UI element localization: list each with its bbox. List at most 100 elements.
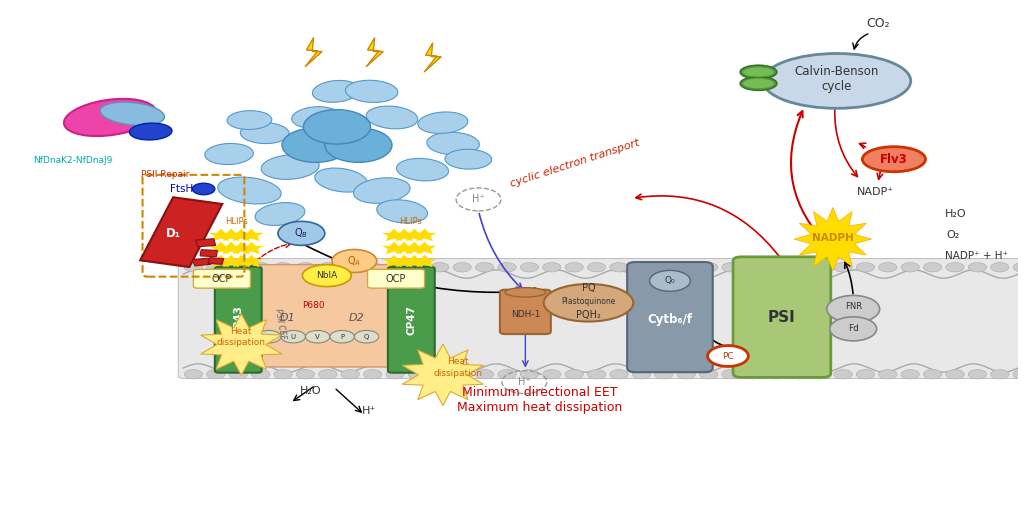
- Text: Cytb₆/f: Cytb₆/f: [647, 313, 692, 326]
- Text: Heat: Heat: [447, 357, 469, 366]
- Circle shape: [610, 263, 628, 272]
- Polygon shape: [392, 229, 417, 241]
- Ellipse shape: [862, 147, 926, 172]
- Circle shape: [207, 263, 225, 272]
- Ellipse shape: [396, 158, 449, 181]
- FancyBboxPatch shape: [215, 267, 262, 373]
- Polygon shape: [201, 314, 282, 375]
- Text: H⁺: H⁺: [361, 406, 376, 417]
- Polygon shape: [413, 229, 437, 241]
- Polygon shape: [209, 229, 233, 241]
- Circle shape: [431, 263, 449, 272]
- Text: PQH₂: PQH₂: [577, 310, 601, 321]
- Text: P680: P680: [302, 301, 325, 310]
- Bar: [208, 258, 223, 264]
- Text: H⁺: H⁺: [518, 377, 530, 387]
- Circle shape: [341, 370, 359, 379]
- Circle shape: [341, 263, 359, 272]
- Circle shape: [282, 128, 349, 162]
- Text: dissipation: dissipation: [433, 369, 482, 378]
- Ellipse shape: [227, 111, 271, 129]
- Polygon shape: [240, 229, 264, 241]
- Ellipse shape: [261, 155, 319, 180]
- Text: H₂O: H₂O: [945, 209, 967, 219]
- Circle shape: [354, 330, 379, 343]
- Circle shape: [901, 370, 920, 379]
- Text: O: O: [266, 334, 271, 340]
- Text: OCP: OCP: [386, 274, 407, 284]
- Circle shape: [409, 370, 427, 379]
- Circle shape: [1013, 263, 1024, 272]
- Circle shape: [879, 370, 897, 379]
- Circle shape: [498, 370, 516, 379]
- Text: Heat: Heat: [230, 327, 252, 336]
- Text: HLIPs: HLIPs: [399, 217, 422, 227]
- Ellipse shape: [302, 265, 351, 287]
- Circle shape: [475, 370, 494, 379]
- Polygon shape: [305, 38, 323, 67]
- Circle shape: [924, 370, 942, 379]
- Polygon shape: [382, 229, 407, 241]
- Text: Q$_B$: Q$_B$: [294, 227, 308, 240]
- Text: Calvin-Benson
cycle: Calvin-Benson cycle: [795, 65, 879, 93]
- Text: V: V: [315, 334, 321, 340]
- Polygon shape: [209, 255, 233, 267]
- Circle shape: [826, 295, 880, 323]
- Circle shape: [699, 263, 718, 272]
- Circle shape: [744, 263, 763, 272]
- Circle shape: [273, 263, 292, 272]
- Circle shape: [229, 370, 248, 379]
- Ellipse shape: [129, 123, 172, 140]
- Circle shape: [969, 370, 986, 379]
- Ellipse shape: [505, 288, 546, 297]
- Ellipse shape: [218, 177, 282, 204]
- Circle shape: [744, 370, 763, 379]
- Text: NbIA: NbIA: [316, 271, 338, 280]
- Polygon shape: [240, 242, 264, 254]
- Circle shape: [543, 370, 561, 379]
- Ellipse shape: [544, 284, 633, 322]
- Ellipse shape: [743, 67, 774, 77]
- Text: U: U: [291, 334, 296, 340]
- Text: CO₂: CO₂: [866, 17, 890, 30]
- Circle shape: [677, 263, 695, 272]
- Ellipse shape: [63, 99, 156, 136]
- Ellipse shape: [353, 178, 410, 203]
- Circle shape: [990, 370, 1009, 379]
- Circle shape: [207, 370, 225, 379]
- Circle shape: [565, 263, 584, 272]
- FancyBboxPatch shape: [178, 258, 1023, 378]
- Circle shape: [252, 263, 269, 272]
- Circle shape: [856, 370, 874, 379]
- Text: PSII Repair: PSII Repair: [140, 170, 189, 180]
- Ellipse shape: [445, 149, 492, 169]
- Polygon shape: [413, 255, 437, 267]
- Polygon shape: [402, 229, 427, 241]
- Circle shape: [520, 263, 539, 272]
- Text: O₂: O₂: [947, 230, 961, 240]
- Circle shape: [632, 263, 650, 272]
- Text: CP47: CP47: [407, 305, 417, 335]
- Text: Maximum heat dissipation: Maximum heat dissipation: [457, 401, 623, 413]
- Polygon shape: [229, 242, 254, 254]
- Circle shape: [708, 346, 749, 366]
- Ellipse shape: [312, 80, 359, 102]
- Circle shape: [969, 263, 986, 272]
- Polygon shape: [229, 229, 254, 241]
- Circle shape: [453, 263, 471, 272]
- Circle shape: [303, 110, 371, 144]
- Polygon shape: [392, 242, 417, 254]
- Text: NADP⁺: NADP⁺: [857, 187, 894, 197]
- Circle shape: [325, 128, 392, 162]
- Polygon shape: [240, 255, 264, 267]
- Circle shape: [184, 370, 203, 379]
- Circle shape: [649, 270, 690, 291]
- Circle shape: [565, 370, 584, 379]
- Text: P: P: [340, 334, 344, 340]
- Polygon shape: [209, 242, 233, 254]
- Circle shape: [386, 370, 404, 379]
- Ellipse shape: [418, 112, 468, 134]
- Text: NADP⁺ + H⁺: NADP⁺ + H⁺: [945, 251, 1008, 261]
- Circle shape: [946, 370, 965, 379]
- Circle shape: [654, 370, 673, 379]
